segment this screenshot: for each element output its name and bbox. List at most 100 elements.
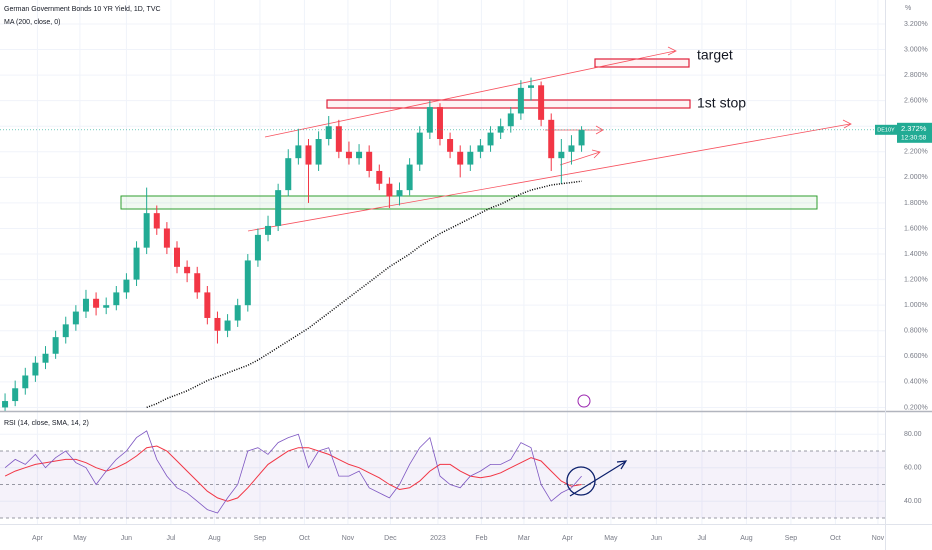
x-tick-label: Mar xyxy=(518,535,531,542)
candle-body xyxy=(204,292,211,318)
candle-body xyxy=(386,183,393,197)
y-tick-label: 3.000% xyxy=(904,46,928,53)
candle-body xyxy=(275,190,282,226)
candle-body xyxy=(558,151,565,159)
candle-body xyxy=(305,145,312,165)
event-icon xyxy=(577,394,591,408)
rsi-ma-line xyxy=(4,445,582,502)
symbol-tag xyxy=(875,124,897,135)
candle-body xyxy=(325,126,332,140)
candle-body xyxy=(477,145,484,152)
y-tick-label: 0.800% xyxy=(904,328,928,335)
candle-body xyxy=(285,158,292,191)
candle-body xyxy=(184,266,191,274)
candle-body xyxy=(133,247,140,280)
y-tick-label: 2.000% xyxy=(904,174,928,181)
x-tick-label: Jul xyxy=(166,535,175,542)
target-label: target xyxy=(697,47,733,63)
x-tick-label: May xyxy=(604,535,618,542)
candle-body xyxy=(366,151,373,171)
y-tick-label: 1.600% xyxy=(904,225,928,232)
candle-body xyxy=(194,273,201,293)
y-tick-label: 1.400% xyxy=(904,251,928,258)
x-tick-label: May xyxy=(73,535,87,542)
candle-body xyxy=(12,388,19,402)
candle-body xyxy=(42,353,49,363)
x-tick-label: Apr xyxy=(32,535,44,542)
x-tick-label: Oct xyxy=(299,535,310,542)
candle-body xyxy=(436,107,443,140)
y-tick-label: 0.400% xyxy=(904,379,928,386)
plot xyxy=(0,77,885,514)
candle-body xyxy=(214,317,221,331)
candle-body xyxy=(467,151,474,165)
x-tick-label: Dec xyxy=(384,535,397,542)
support-zone xyxy=(120,195,818,210)
x-tick-label: 2023 xyxy=(430,535,446,542)
x-tick-label: Nov xyxy=(872,535,885,542)
countdown-label: 12:30:58 xyxy=(901,135,927,142)
candle-body xyxy=(113,292,120,306)
candle-body xyxy=(507,113,514,127)
candle-body xyxy=(295,145,302,159)
y-tick-label: 3.200% xyxy=(904,21,928,28)
y-tick-label: 1.200% xyxy=(904,276,928,283)
candle-body xyxy=(447,139,454,152)
candle-body xyxy=(153,213,160,229)
candle-body xyxy=(143,213,150,248)
y-tick-label: 0.600% xyxy=(904,353,928,360)
rsi-tick-label: 80.00 xyxy=(904,431,922,438)
candle-body xyxy=(103,305,110,308)
candle-body xyxy=(62,324,69,338)
stop-label: 1st stop xyxy=(697,95,746,111)
y-tick-label: 2.200% xyxy=(904,149,928,156)
candle-body xyxy=(22,375,29,389)
price-tag xyxy=(897,122,932,143)
x-tick-label: Nov xyxy=(342,535,355,542)
candle-body xyxy=(174,247,180,267)
arrow-head xyxy=(591,149,601,159)
candle-body xyxy=(497,126,504,133)
candle-body xyxy=(32,362,39,376)
candle-body xyxy=(335,126,342,152)
rsi-tick-label: 60.00 xyxy=(904,465,922,472)
y-tick-label: 0.200% xyxy=(904,404,928,411)
y-tick-label: 2.600% xyxy=(904,98,928,105)
target-zone xyxy=(594,58,690,68)
trend-line xyxy=(247,123,851,232)
rsi-arrow xyxy=(569,461,626,497)
y-tick-label: 1.000% xyxy=(904,302,928,309)
x-tick-label: Jun xyxy=(121,535,132,542)
ma-label: MA (200, close, 0) xyxy=(4,19,60,26)
candle-body xyxy=(356,151,363,159)
y-tick-label: 2.800% xyxy=(904,72,928,79)
candle-body xyxy=(548,119,555,159)
y-tick-label: 1.800% xyxy=(904,200,928,207)
candle-body xyxy=(376,170,383,184)
symbol-label: DE10Y xyxy=(877,127,895,133)
candle-body xyxy=(457,151,464,165)
candle-body xyxy=(315,139,322,165)
candle-body xyxy=(568,145,575,152)
x-tick-label: Aug xyxy=(740,535,753,542)
rsi-tick-label: 40.00 xyxy=(904,498,922,505)
candle-body xyxy=(52,337,59,354)
candle-body xyxy=(72,311,79,325)
candle-body xyxy=(517,87,524,114)
candle-body xyxy=(254,234,261,261)
candle-body xyxy=(234,305,241,321)
candle-body xyxy=(163,228,170,248)
axes: Apr May Jun Jul Aug Sep Oct Nov Dec 2023 Feb Mar Apr… xyxy=(32,21,932,542)
x-tick-label: Sep xyxy=(254,535,267,542)
moving-average xyxy=(146,180,582,409)
chart-title: German Government Bonds 10 YR Yield, 1D,… xyxy=(4,6,161,13)
price-label: 2.372% xyxy=(901,124,927,133)
arrow-head xyxy=(667,46,677,56)
rsi-label: RSI (14, close, SMA, 14, 2) xyxy=(4,420,89,427)
candle-body xyxy=(82,298,89,312)
candle-body xyxy=(426,107,433,133)
trend-line xyxy=(559,151,601,166)
axis-unit: % xyxy=(905,5,911,12)
candle-body xyxy=(406,164,413,191)
